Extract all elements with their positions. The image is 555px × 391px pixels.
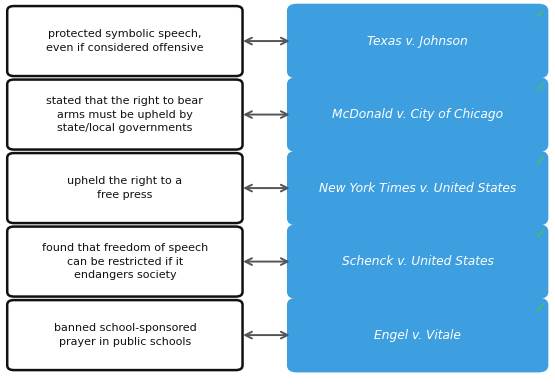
Text: Engel v. Vitale: Engel v. Vitale	[374, 328, 461, 342]
FancyBboxPatch shape	[7, 153, 243, 223]
FancyBboxPatch shape	[7, 80, 243, 149]
Text: stated that the right to bear
arms must be upheld by
state/local governments: stated that the right to bear arms must …	[47, 96, 203, 133]
FancyBboxPatch shape	[7, 6, 243, 76]
FancyBboxPatch shape	[287, 224, 548, 299]
FancyBboxPatch shape	[7, 300, 243, 370]
Text: McDonald v. City of Chicago: McDonald v. City of Chicago	[332, 108, 503, 121]
Text: ✓: ✓	[536, 227, 547, 241]
FancyBboxPatch shape	[7, 227, 243, 297]
Text: New York Times v. United States: New York Times v. United States	[319, 181, 516, 195]
Text: upheld the right to a
free press: upheld the right to a free press	[67, 176, 183, 200]
FancyBboxPatch shape	[287, 151, 548, 225]
FancyBboxPatch shape	[287, 4, 548, 78]
Text: ✓: ✓	[536, 80, 547, 94]
Text: ✓: ✓	[536, 7, 547, 21]
FancyBboxPatch shape	[287, 77, 548, 152]
Text: found that freedom of speech
can be restricted if it
endangers society: found that freedom of speech can be rest…	[42, 243, 208, 280]
FancyBboxPatch shape	[287, 298, 548, 372]
Text: protected symbolic speech,
even if considered offensive: protected symbolic speech, even if consi…	[46, 29, 204, 53]
Text: banned school-sponsored
prayer in public schools: banned school-sponsored prayer in public…	[53, 323, 196, 347]
Text: Schenck v. United States: Schenck v. United States	[342, 255, 493, 268]
Text: ✓: ✓	[536, 154, 547, 168]
Text: Texas v. Johnson: Texas v. Johnson	[367, 34, 468, 48]
Text: ✓: ✓	[536, 301, 547, 315]
